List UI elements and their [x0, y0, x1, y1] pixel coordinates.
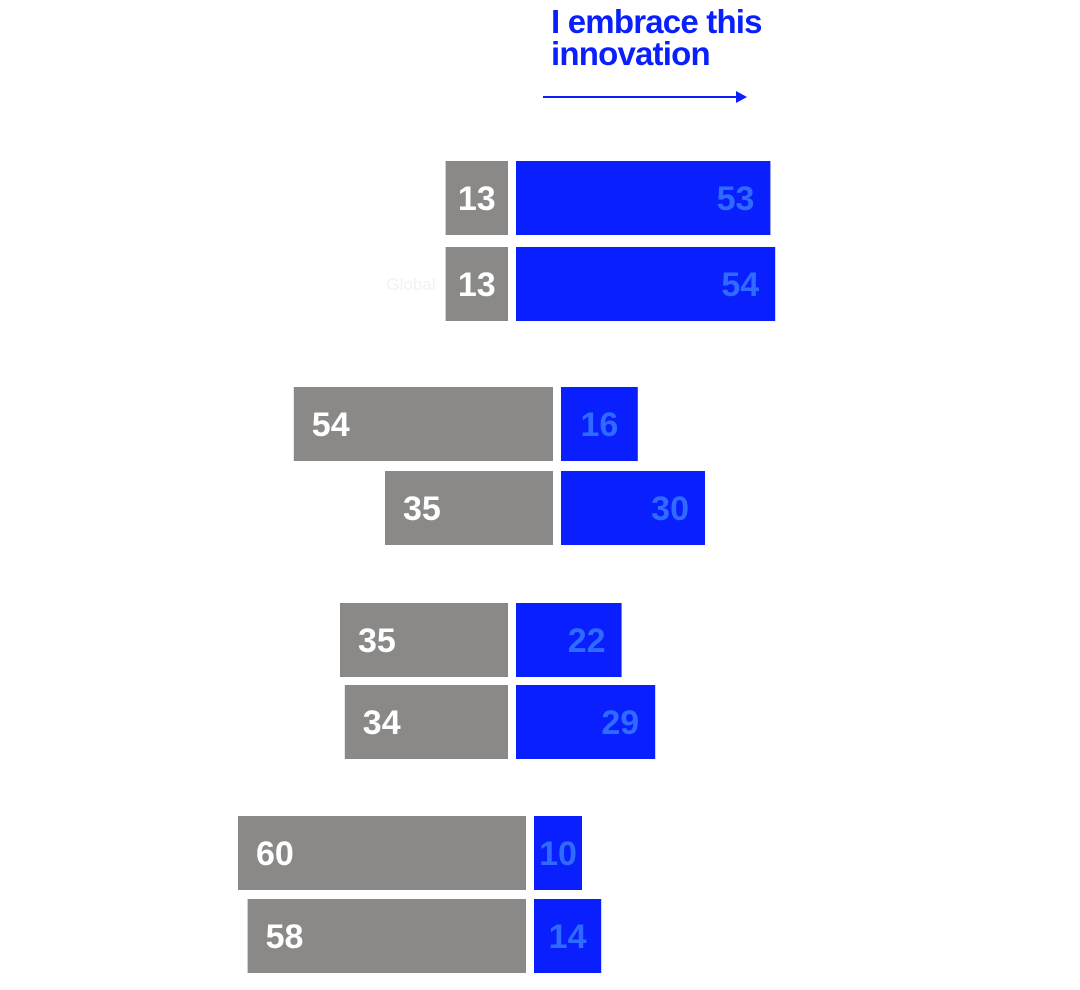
bar-negative [247, 899, 526, 973]
chart-title: I embrace this innovation [551, 3, 763, 72]
bar-negative [445, 247, 508, 321]
bar-positive-value: 53 [717, 180, 755, 218]
bar-negative-value: 60 [256, 835, 294, 873]
bar-negative-value: 35 [403, 490, 441, 528]
bar-positive-value: 10 [539, 835, 577, 873]
arrow-right-icon [543, 91, 747, 103]
bar-negative-value: 13 [458, 266, 496, 304]
bar-positive-value: 14 [549, 918, 587, 956]
bar-positive [516, 247, 776, 321]
bar-negative [445, 161, 508, 235]
bar-negative [385, 471, 553, 545]
bar-positive [534, 816, 582, 890]
bar-negative-value: 54 [312, 406, 350, 444]
bar-positive-value: 22 [568, 622, 606, 660]
bar-positive [534, 899, 602, 973]
bar-positive [516, 603, 622, 677]
bar-positive [561, 471, 705, 545]
bar-positive-value: 54 [721, 266, 759, 304]
bar-negative-value: 58 [266, 918, 304, 956]
bar-positive [561, 387, 638, 461]
row-label: Global [386, 275, 435, 294]
bar-positive-value: 30 [651, 490, 689, 528]
bar-positive-value: 16 [580, 406, 618, 444]
bar-negative-value: 34 [363, 704, 401, 742]
bar-positive [516, 685, 656, 759]
bar-negative-value: 13 [458, 180, 496, 218]
bar-negative [344, 685, 508, 759]
bar-negative [238, 816, 526, 890]
bar-positive [516, 161, 771, 235]
bar-negative-value: 35 [358, 622, 396, 660]
bar-positive-value: 29 [601, 704, 639, 742]
bar-negative [340, 603, 508, 677]
bar-negative [293, 387, 553, 461]
